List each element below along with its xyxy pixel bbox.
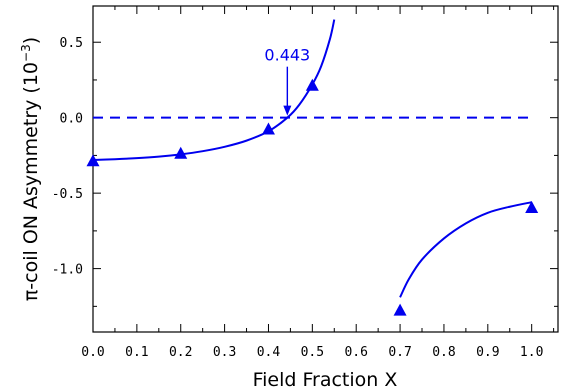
x-tick-label: 0.3 (213, 345, 236, 360)
fit-curve-2 (399, 201, 532, 298)
x-tick-label: 0.6 (344, 345, 367, 360)
data-point (261, 122, 275, 135)
x-tick-label: 0.4 (257, 345, 281, 360)
x-tick-label: 0.1 (125, 345, 148, 360)
plot-area-border (92, 5, 559, 333)
data-point (393, 303, 407, 316)
y-axis-title: π-coil ON Asymmetry (10−3) (19, 37, 42, 301)
x-tick-label: 0.0 (81, 345, 104, 360)
plot-frame (92, 5, 559, 333)
y-axis-title-tail: ) (20, 37, 42, 44)
y-tick-label: 0.5 (60, 36, 83, 51)
fit-curves (92, 19, 532, 298)
y-tick-label: 0.0 (60, 112, 83, 127)
y-axis-title-base: π-coil ON Asymmetry (10 (20, 62, 42, 301)
y-axis-title-exponent: −3 (19, 44, 33, 62)
data-point (305, 78, 319, 91)
data-points (86, 78, 539, 316)
x-tick-label: 0.5 (301, 345, 324, 360)
data-point (174, 146, 188, 159)
x-tick-label: 0.7 (388, 345, 411, 360)
annotation-label: 0.443 (264, 46, 310, 65)
x-tick-label: 1.0 (520, 345, 543, 360)
axis-ticks (92, 6, 558, 332)
y-tick-label: -0.5 (52, 187, 83, 202)
annotation-arrow-head (283, 105, 292, 116)
y-tick-label: -1.0 (52, 263, 83, 278)
x-tick-label: 0.2 (169, 345, 192, 360)
x-axis-title: Field Fraction X (253, 369, 398, 391)
x-tick-label: 0.8 (432, 345, 455, 360)
axis-tick-labels: 0.0 0.1 0.2 0.3 0.4 0.5 0.6 0.7 0.8 0.9 1.0 0.5 0.0 -… (52, 36, 544, 360)
annotation-group: 0.443 (264, 46, 310, 116)
data-point (86, 154, 100, 167)
fit-curve-1 (92, 19, 336, 161)
x-tick-label: 0.9 (476, 345, 499, 360)
data-point (525, 201, 539, 214)
